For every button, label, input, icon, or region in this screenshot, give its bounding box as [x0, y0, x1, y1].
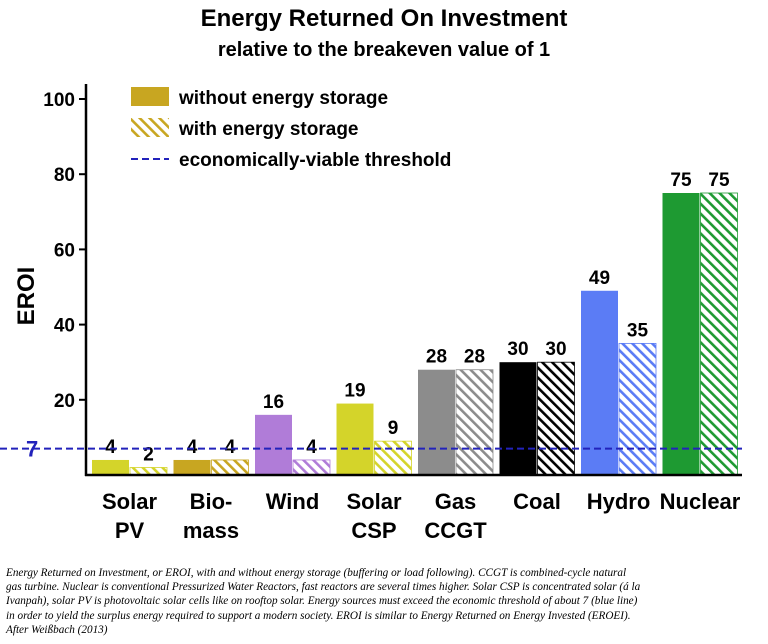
- bar-value-label: 4: [105, 437, 116, 458]
- bar-value-label: 28: [464, 347, 485, 368]
- y-tick-label: 40: [54, 316, 75, 337]
- legend: without energy storage with energy storag…: [131, 87, 451, 171]
- chart-title: Energy Returned On Investment: [201, 5, 568, 32]
- bar-value-label: 9: [388, 418, 399, 439]
- legend-swatch-solid: [131, 87, 169, 106]
- y-tick-label: 100: [43, 90, 75, 111]
- bar-with-storage: [374, 440, 412, 476]
- bar-value-label: 30: [507, 339, 528, 360]
- y-tick-label: 80: [54, 165, 75, 186]
- y-tick-label: 60: [54, 240, 75, 261]
- category-label-line2: CSP: [351, 518, 396, 543]
- category-label-line2: CCGT: [424, 518, 487, 543]
- category-label: Hydro: [587, 489, 651, 514]
- y-axis-ticks: 20 40 60 80 100: [43, 90, 86, 412]
- bar-with-storage: [537, 361, 575, 476]
- threshold-layer: 7: [0, 437, 742, 462]
- bar-without-storage: [92, 459, 129, 475]
- bar-with-storage: [700, 192, 738, 476]
- bar-value-label: 4: [306, 437, 317, 458]
- caption-line: Ivanpah), solar PV is photovoltaic solar…: [6, 595, 638, 608]
- category-label: Wind: [266, 489, 320, 514]
- category-label: Bio-: [190, 489, 233, 514]
- threshold-value-label: 7: [26, 437, 38, 462]
- y-axis-label: EROI: [13, 267, 40, 326]
- category-label-line2: PV: [115, 518, 145, 543]
- bar-with-storage: [455, 369, 494, 476]
- bar-value-label: 4: [187, 437, 198, 458]
- category-label: Solar: [346, 489, 401, 514]
- caption-line: After Weißbach (2013): [6, 623, 108, 636]
- y-tick-label: 20: [54, 391, 75, 412]
- category-label: Coal: [513, 489, 561, 514]
- bar-value-label: 2: [143, 444, 154, 465]
- legend-label-without-storage: without energy storage: [178, 88, 388, 109]
- bar-without-storage: [662, 193, 700, 475]
- legend-swatch-hatched: [131, 118, 169, 137]
- figure-caption: Energy Returned on Investment, or EROI, …: [6, 566, 762, 637]
- category-label-line2: mass: [183, 518, 239, 543]
- bar-value-label: 30: [545, 339, 566, 360]
- bar-value-label: 28: [426, 347, 447, 368]
- bar-value-label: 19: [344, 381, 365, 402]
- category-label: Nuclear: [660, 489, 741, 514]
- bar-without-storage: [499, 362, 537, 475]
- caption-line: Energy Returned on Investment, or EROI, …: [6, 567, 627, 579]
- bar-value-label: 49: [589, 268, 610, 289]
- bar-without-storage: [336, 403, 374, 475]
- axes: [84, 84, 742, 477]
- bar-without-storage: [255, 414, 292, 475]
- chart-subtitle: relative to the breakeven value of 1: [218, 39, 550, 61]
- bar-value-label: 4: [225, 437, 236, 458]
- bars: 4 2 4 4 16 4 19 9 28 28 30 30 49 35 75 75: [92, 170, 738, 476]
- bar-value-label: 75: [708, 170, 730, 191]
- legend-label-with-storage: with energy storage: [178, 119, 359, 140]
- bar-with-storage: [618, 342, 657, 476]
- bar-without-storage: [173, 459, 211, 475]
- bar-with-storage: [211, 459, 249, 476]
- legend-label-threshold: economically-viable threshold: [179, 150, 451, 171]
- bar-without-storage: [581, 290, 618, 475]
- bar-with-storage: [292, 459, 331, 476]
- bar-without-storage: [418, 369, 455, 475]
- eroi-bar-chart: Energy Returned On Investment relative t…: [0, 5, 742, 543]
- category-label: Solar: [102, 489, 157, 514]
- x-axis-labels: Solar PV Bio-mass Wind Solar CSP Gas CCGT Coal Hy…: [102, 489, 741, 543]
- caption-line: in order to yield the surplus energy req…: [6, 609, 631, 622]
- category-label: Gas: [435, 489, 477, 514]
- caption-line: gas turbine. Nuclear is conventional Pre…: [6, 581, 641, 594]
- bar-value-label: 16: [263, 392, 284, 413]
- bar-value-label: 75: [670, 170, 692, 191]
- bar-value-label: 35: [627, 320, 649, 341]
